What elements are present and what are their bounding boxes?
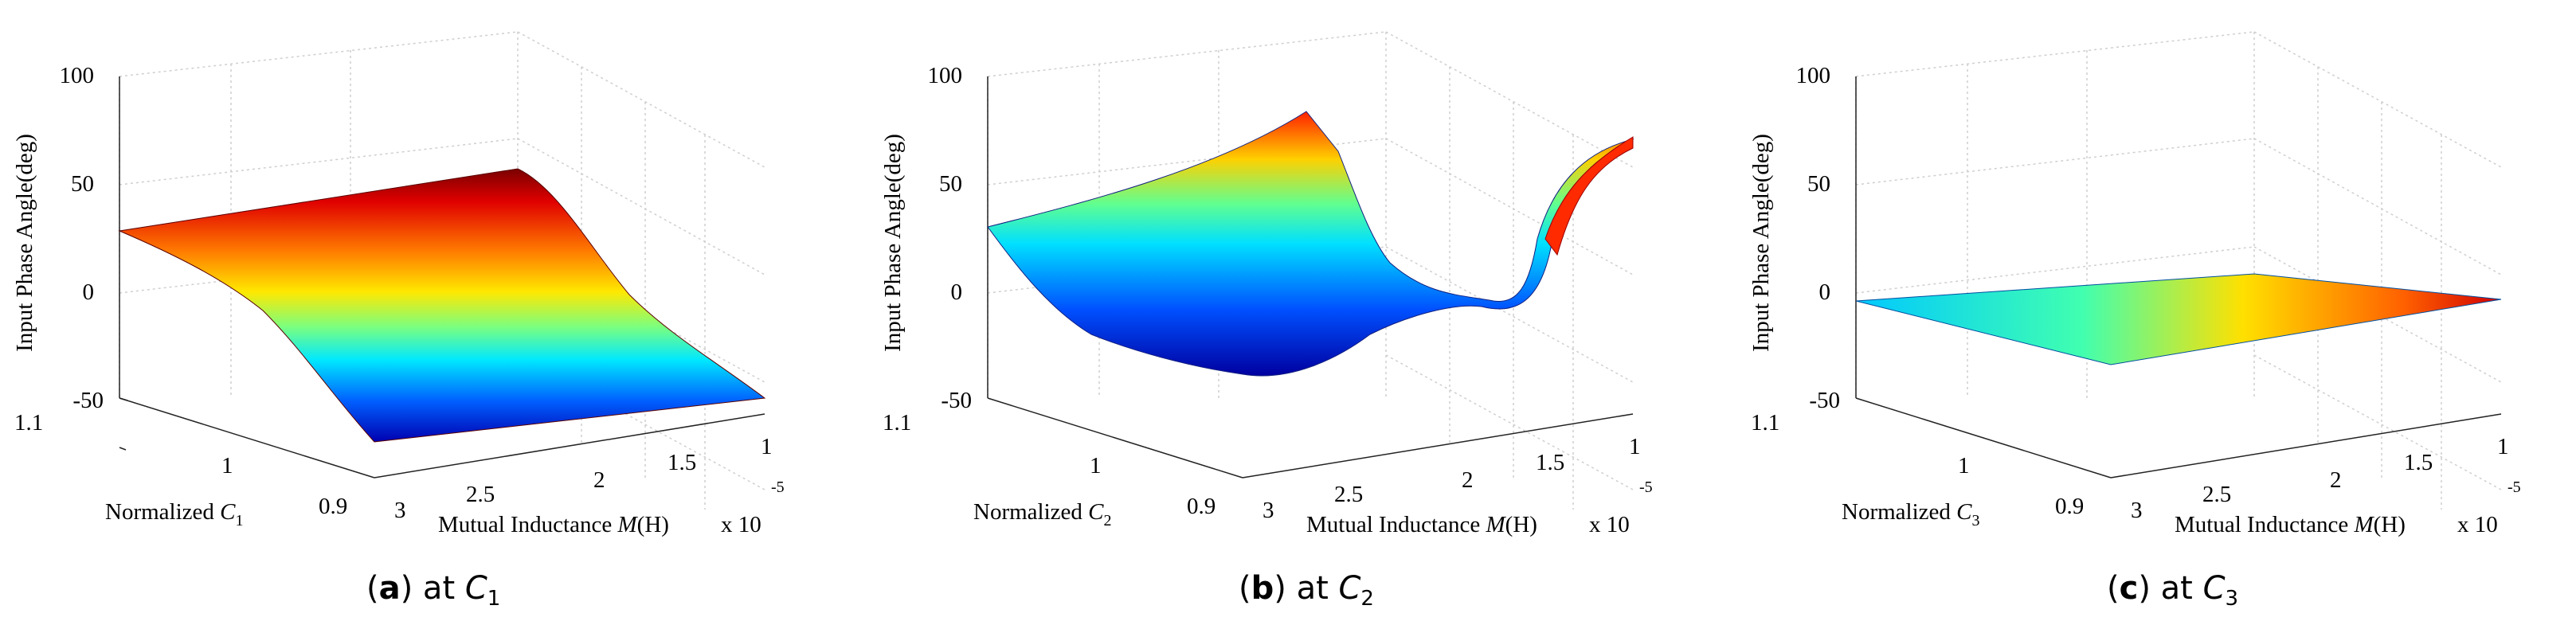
- panel-a-ztick-100: 100: [60, 63, 95, 88]
- panel-c-ylabel: Normalized C3: [1842, 499, 1979, 529]
- panel-c-zlabel: Input Phase Angle(deg): [1748, 134, 1774, 352]
- panel-a-ytick-1.1: 1.1: [14, 410, 43, 436]
- panel-a: 100 50 0 -50 Input Phase Angle(deg) 1.1 …: [12, 31, 785, 611]
- panel-c-ztick-m50: -50: [1809, 388, 1840, 413]
- panel-b-xtick-1: 1: [1629, 434, 1641, 459]
- panel-b-ytick-1.1: 1.1: [883, 410, 911, 436]
- panel-a-caption: (a) at C1: [366, 570, 500, 611]
- panel-c-ztick-100: 100: [1796, 63, 1831, 88]
- panel-c-ytick-1.1: 1.1: [1751, 410, 1779, 436]
- panel-c-ytick-1: 1: [1958, 453, 1970, 479]
- panel-b-xtick-2: 2: [1462, 467, 1474, 493]
- panel-b-xexp: -5: [1639, 479, 1653, 496]
- panel-a-surface: [118, 168, 766, 443]
- panel-b-ztick-m50: -50: [941, 388, 972, 413]
- panel-a-xtick-2.5: 2.5: [466, 482, 495, 507]
- panel-b-ztick-100: 100: [928, 63, 963, 88]
- panel-b-axes: [987, 76, 1634, 479]
- panel-a-xtick-1.5: 1.5: [667, 450, 696, 475]
- panel-a-xexp: -5: [771, 479, 785, 496]
- panel-c-xtick-2.5: 2.5: [2202, 482, 2231, 507]
- panel-c-xmult: x 10: [2457, 512, 2498, 537]
- panel-b-xtick-3: 3: [1263, 498, 1274, 523]
- panel-c-xexp: -5: [2507, 479, 2521, 496]
- panel-a-ylabel: Normalized C1: [105, 499, 243, 529]
- panel-b-ytick-0.9: 0.9: [1187, 494, 1216, 519]
- panel-a-xtick-3: 3: [394, 498, 406, 523]
- panel-a-axes: [119, 76, 765, 479]
- panel-b-ylabel: Normalized C2: [973, 499, 1111, 529]
- panel-c-xtick-2: 2: [2330, 467, 2342, 493]
- panel-c-surface: [1855, 273, 2502, 365]
- panel-c: 100 50 0 -50 Input Phase Angle(deg) 1.1 …: [1748, 31, 2521, 611]
- panel-a-xlabel: Mutual Inductance M(H): [438, 512, 669, 537]
- panel-c-ytick-0.9: 0.9: [2055, 494, 2084, 519]
- panel-b: 100 50 0 -50 Input Phase Angle(deg) 1.1 …: [880, 31, 1653, 611]
- panel-b-ytick-1: 1: [1090, 453, 1102, 479]
- panel-b-xtick-2.5: 2.5: [1334, 482, 1363, 507]
- panel-b-caption: (b) at C2: [1239, 570, 1374, 611]
- panel-a-xtick-1: 1: [761, 434, 773, 459]
- panel-c-grid: [1855, 31, 2502, 510]
- panel-c-axes: [1855, 76, 2502, 479]
- panel-c-ztick-50: 50: [1807, 171, 1830, 197]
- panel-b-surface-ridge: [1544, 136, 1634, 256]
- panel-b-surface-main: [987, 111, 1634, 377]
- panel-b-zlabel: Input Phase Angle(deg): [880, 134, 906, 352]
- panel-a-zlabel: Input Phase Angle(deg): [12, 134, 37, 352]
- panel-c-ztick-0: 0: [1819, 279, 1831, 305]
- panel-a-ztick-m50: -50: [72, 388, 104, 413]
- panel-b-xtick-1.5: 1.5: [1536, 450, 1564, 475]
- panel-a-xmult: x 10: [721, 512, 761, 537]
- panel-c-caption: (c) at C3: [2107, 570, 2238, 611]
- panel-c-xtick-1.5: 1.5: [2404, 450, 2433, 475]
- panel-a-ztick-50: 50: [71, 171, 94, 197]
- panel-c-xtick-1: 1: [2497, 434, 2509, 459]
- panel-c-xtick-3: 3: [2131, 498, 2143, 523]
- panel-a-ztick-0: 0: [83, 279, 95, 305]
- panel-b-xmult: x 10: [1589, 512, 1630, 537]
- panel-b-xlabel: Mutual Inductance M(H): [1306, 512, 1537, 537]
- panel-a-xtick-2: 2: [593, 467, 605, 493]
- panel-b-ztick-50: 50: [939, 171, 962, 197]
- panel-a-ytick-1: 1: [221, 453, 233, 479]
- panel-c-xlabel: Mutual Inductance M(H): [2175, 512, 2406, 537]
- panel-b-ztick-0: 0: [951, 279, 963, 305]
- panel-a-ytick-0.9: 0.9: [319, 494, 347, 519]
